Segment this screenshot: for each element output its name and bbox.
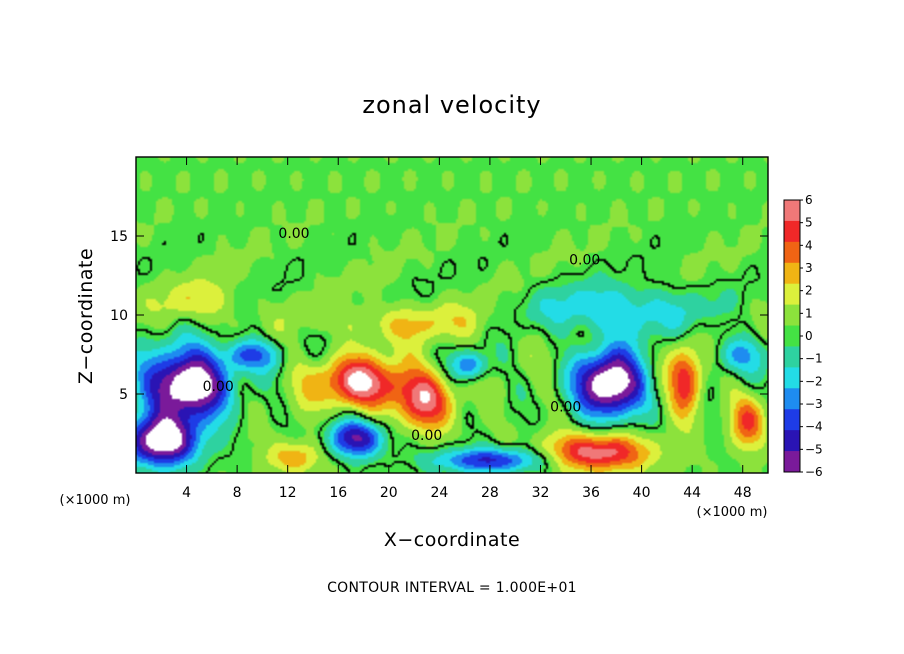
heatmap-field xyxy=(136,157,768,473)
x-tick-label: 48 xyxy=(734,485,752,501)
colorbar-tick-label: 0 xyxy=(805,329,813,343)
x-tick-label: 36 xyxy=(582,485,600,501)
y-tick-label: 10 xyxy=(110,308,128,324)
colorbar-swatch xyxy=(784,346,800,368)
colorbar-swatch xyxy=(784,451,800,473)
plot-area: 0.00 0.00 0.00 0.00 0.00 xyxy=(135,156,769,474)
contour-label: 0.00 xyxy=(203,379,234,395)
colorbar-swatch xyxy=(784,430,800,452)
colorbar-tick-label: −5 xyxy=(805,442,823,456)
colorbar-tick-label: 1 xyxy=(805,306,813,320)
x-tick-label: 8 xyxy=(233,485,242,501)
x-tick-label: 24 xyxy=(430,485,448,501)
contour-label: 0.00 xyxy=(569,253,600,269)
colorbar-swatch xyxy=(784,262,800,285)
colorbar-tick-label: 4 xyxy=(805,238,813,252)
colorbar-tick-label: −3 xyxy=(805,397,823,411)
x-tick-label: 32 xyxy=(532,485,550,501)
colorbar-tick-label: 6 xyxy=(805,193,813,207)
x-unit-label: (×1000 m) xyxy=(697,505,768,520)
x-tick-label: 4 xyxy=(182,485,191,501)
colorbar-tick-label: −4 xyxy=(805,420,823,434)
x-tick-label: 12 xyxy=(279,485,297,501)
contour-label: 0.00 xyxy=(278,226,309,242)
colorbar-tick-label: 5 xyxy=(805,216,813,230)
colorbar-tick-label: −1 xyxy=(805,352,823,366)
colorbar-swatch xyxy=(784,388,800,410)
y-tick-label: 5 xyxy=(119,387,128,403)
colorbar: 6 5 4 3 2 1 0 −1 −2 −3 −4 −5 −6 xyxy=(783,193,823,479)
colorbar-swatch xyxy=(784,409,800,431)
y-unit-label: (×1000 m) xyxy=(60,493,131,508)
x-axis: 4 8 12 16 20 24 28 32 36 40 44 48 xyxy=(182,157,752,501)
contour-labels: 0.00 0.00 0.00 0.00 0.00 xyxy=(203,226,601,444)
y-axis: 5 10 15 xyxy=(110,229,768,403)
colorbar-swatch xyxy=(784,283,800,306)
y-axis-title: Z−coordinate xyxy=(75,248,97,384)
colorbar-tick-label: 2 xyxy=(805,284,813,298)
x-tick-label: 20 xyxy=(380,485,398,501)
x-tick-label: 44 xyxy=(683,485,701,501)
chart-title: zonal velocity xyxy=(362,91,541,119)
colorbar-swatch xyxy=(784,325,800,347)
y-tick-label: 15 xyxy=(110,229,128,245)
colorbar-tick-label: −2 xyxy=(805,374,823,388)
colorbar-tick-label: −6 xyxy=(805,465,823,479)
colorbar-swatch xyxy=(784,241,800,264)
colorbar-swatch xyxy=(784,367,800,389)
contour-label: 0.00 xyxy=(550,400,581,416)
x-tick-label: 40 xyxy=(633,485,651,501)
x-tick-label: 16 xyxy=(329,485,347,501)
colorbar-tick-label: 3 xyxy=(805,261,813,275)
colorbar-swatch xyxy=(784,304,800,327)
x-tick-label: 28 xyxy=(481,485,499,501)
colorbar-swatch xyxy=(784,220,800,243)
colorbar-swatch xyxy=(784,200,800,222)
contour-interval-note: CONTOUR INTERVAL = 1.000E+01 xyxy=(327,580,577,596)
x-axis-title: X−coordinate xyxy=(384,529,520,551)
contour-label: 0.00 xyxy=(411,428,442,444)
